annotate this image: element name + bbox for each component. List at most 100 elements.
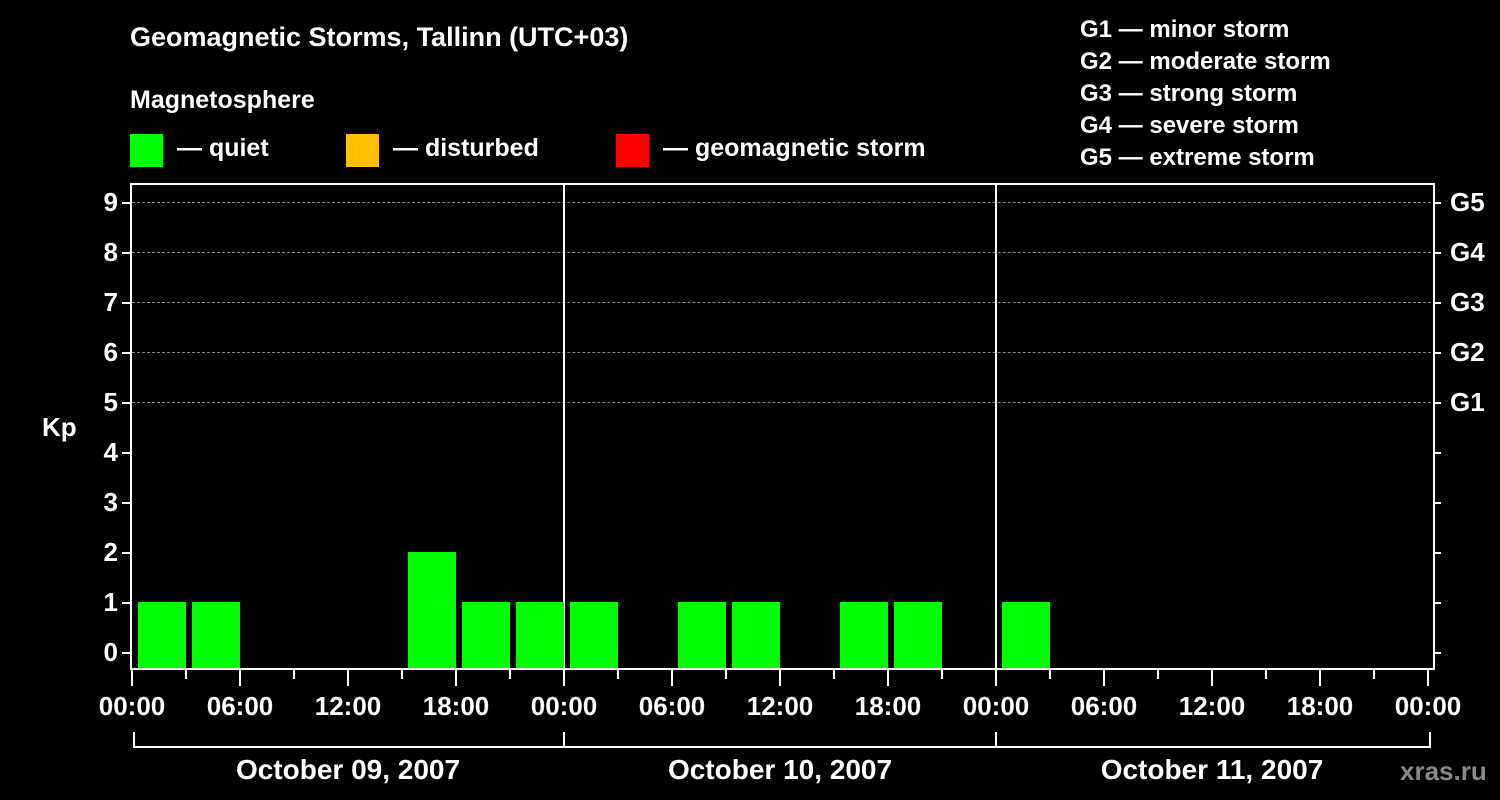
- x-tick: [617, 670, 619, 679]
- gridline: [132, 352, 1431, 353]
- x-tick-label: 00:00: [1394, 691, 1462, 721]
- x-tick: [293, 670, 295, 679]
- chart-title: Geomagnetic Storms, Tallinn (UTC+03): [130, 22, 629, 52]
- g-tick-label: G1: [1450, 387, 1485, 417]
- y-tick: [122, 352, 130, 354]
- y-tick-right: [1433, 452, 1441, 454]
- bar: [462, 602, 510, 668]
- x-tick: [185, 670, 187, 679]
- bar: [678, 602, 726, 668]
- y-tick-right: [1433, 502, 1441, 504]
- x-tick: [1319, 670, 1321, 686]
- g-scale-item: G3 — strong storm: [1080, 80, 1298, 107]
- y-tick: [122, 252, 130, 254]
- y-tick-label: 7: [103, 287, 118, 317]
- x-tick: [671, 670, 673, 686]
- y-tick-right: [1433, 402, 1441, 404]
- y-tick-right: [1433, 252, 1441, 254]
- y-tick-label: 4: [103, 437, 118, 467]
- gridline: [132, 202, 1431, 203]
- x-tick: [833, 670, 835, 679]
- day-separator: [995, 183, 997, 668]
- legend-label-storm: — geomagnetic storm: [663, 134, 926, 162]
- x-tick: [995, 670, 997, 686]
- legend-swatch-storm: [616, 134, 649, 167]
- x-tick: [347, 670, 349, 686]
- y-tick: [122, 602, 130, 604]
- x-tick: [1211, 670, 1213, 686]
- y-tick-right: [1433, 302, 1441, 304]
- x-tick-label: 00:00: [98, 691, 166, 721]
- x-tick-label: 18:00: [422, 691, 490, 721]
- y-tick-right: [1433, 202, 1441, 204]
- x-tick: [1427, 670, 1429, 686]
- day-separator: [563, 183, 565, 668]
- g-scale-item: G1 — minor storm: [1080, 16, 1290, 43]
- bar: [408, 552, 456, 668]
- x-tick-label: 18:00: [854, 691, 922, 721]
- x-tick-label: 12:00: [1178, 691, 1246, 721]
- x-tick-label: 00:00: [530, 691, 598, 721]
- x-tick: [1103, 670, 1105, 686]
- day-bracket: [133, 732, 1431, 748]
- y-tick-label: 6: [103, 337, 118, 367]
- x-tick: [1049, 670, 1051, 679]
- g-scale-list: G1 — minor storm G2 — moderate storm G3 …: [1080, 14, 1331, 174]
- x-tick: [1265, 670, 1267, 679]
- x-tick: [455, 670, 457, 686]
- y-axis-label: Kp: [42, 412, 77, 442]
- bar: [840, 602, 888, 668]
- y-tick-right: [1433, 352, 1441, 354]
- y-tick-label: 5: [103, 387, 118, 417]
- x-tick-label: 12:00: [314, 691, 382, 721]
- y-tick-label: 1: [103, 587, 118, 617]
- g-scale-item: G4 — severe storm: [1080, 112, 1299, 139]
- y-tick-right: [1433, 602, 1441, 604]
- y-tick: [122, 402, 130, 404]
- bar: [732, 602, 780, 668]
- legend-swatch-disturbed: [346, 134, 379, 167]
- gridline: [132, 302, 1431, 303]
- g-tick-label: G3: [1450, 287, 1485, 317]
- y-tick: [122, 502, 130, 504]
- y-tick-label: 3: [103, 487, 118, 517]
- bar: [138, 602, 186, 668]
- y-tick-right: [1433, 552, 1441, 554]
- legend-swatch-quiet: [130, 134, 163, 167]
- y-tick: [122, 202, 130, 204]
- x-tick: [239, 670, 241, 686]
- x-tick-label: 00:00: [962, 691, 1030, 721]
- legend-label-quiet: — quiet: [177, 134, 269, 162]
- x-tick: [1157, 670, 1159, 679]
- subtitle: Magnetosphere: [130, 86, 315, 114]
- x-tick: [401, 670, 403, 679]
- g-tick-label: G2: [1450, 337, 1485, 367]
- y-tick-label: 0: [103, 637, 118, 667]
- x-tick-label: 06:00: [206, 691, 274, 721]
- plot-area: [130, 183, 1435, 670]
- y-tick: [122, 652, 130, 654]
- bar: [894, 602, 942, 668]
- x-tick: [887, 670, 889, 686]
- gridline: [132, 252, 1431, 253]
- bar: [192, 602, 240, 668]
- x-tick: [131, 670, 133, 686]
- x-tick: [563, 670, 565, 686]
- day-label: October 10, 2007: [667, 754, 893, 785]
- watermark: xras.ru: [1400, 756, 1487, 786]
- y-tick: [122, 452, 130, 454]
- x-tick-label: 06:00: [1070, 691, 1138, 721]
- y-tick-label: 2: [103, 537, 118, 567]
- day-bracket-divider: [995, 732, 997, 748]
- x-tick-label: 18:00: [1286, 691, 1354, 721]
- x-tick: [779, 670, 781, 686]
- day-bracket-divider: [563, 732, 565, 748]
- y-tick-label: 8: [103, 237, 118, 267]
- gridline: [132, 402, 1431, 403]
- y-tick-label: 9: [103, 187, 118, 217]
- day-label: October 09, 2007: [235, 754, 461, 785]
- bar: [516, 602, 564, 668]
- y-tick: [122, 302, 130, 304]
- x-tick: [725, 670, 727, 679]
- day-label: October 11, 2007: [1100, 754, 1324, 785]
